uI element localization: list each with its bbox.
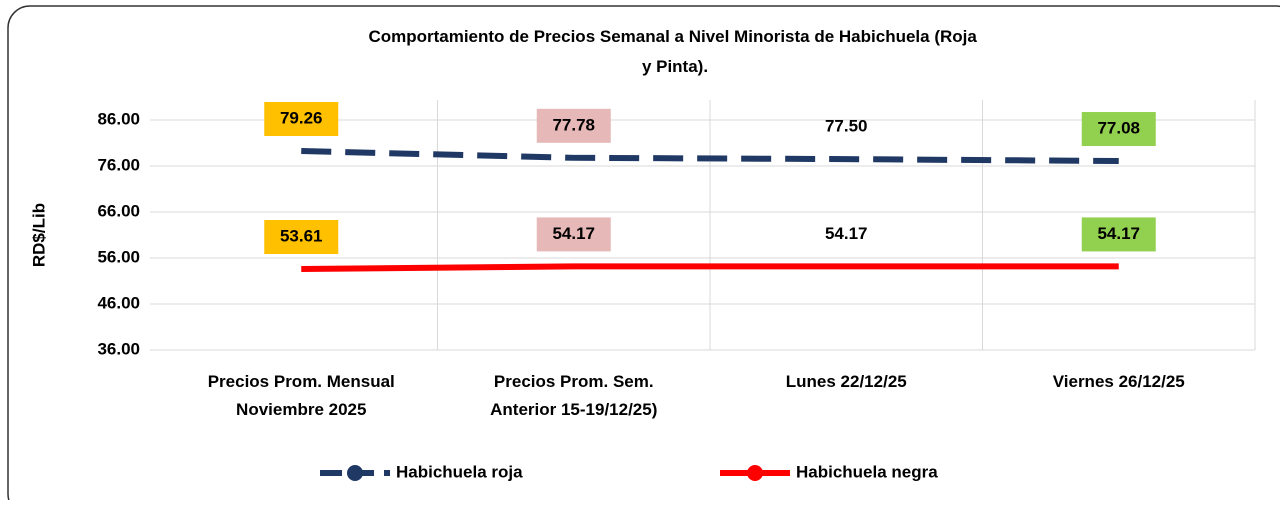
y-tick-label: 46.00	[97, 293, 140, 312]
series-line	[301, 263, 1119, 272]
x-tick-label: Precios Prom. Sem. Anterior 15-19/12/25)	[490, 372, 657, 419]
series-line	[301, 148, 1119, 165]
y-tick-label: 86.00	[97, 109, 140, 128]
data-label: 77.78	[552, 115, 595, 134]
legend-label: Habichuela negra	[796, 462, 938, 481]
data-label: 53.61	[280, 226, 323, 245]
data-label: 54.17	[1097, 224, 1140, 243]
data-label-box	[1081, 112, 1156, 147]
y-axis-label: RD$/Lib	[29, 203, 48, 267]
x-tick-label: Lunes 22/12/25	[786, 372, 907, 391]
legend-marker	[747, 465, 763, 481]
data-label: 54.17	[825, 224, 868, 243]
legend-marker	[347, 465, 363, 481]
legend-label: Habichuela roja	[396, 462, 523, 481]
y-tick-label: 36.00	[97, 339, 140, 358]
data-label-box	[1081, 217, 1156, 252]
data-label: 77.50	[825, 117, 868, 136]
data-label: 77.08	[1097, 119, 1140, 138]
data-label-box	[264, 102, 339, 137]
data-label-box	[536, 217, 611, 252]
x-tick-label: Precios Prom. Mensual Noviembre 2025	[208, 372, 395, 419]
data-label: 79.26	[280, 108, 323, 127]
data-label: 54.17	[552, 224, 595, 243]
chart-title: Comportamiento de Precios Semanal a Nive…	[368, 27, 981, 76]
x-tick-label: Viernes 26/12/25	[1053, 372, 1185, 391]
chart-border	[7, 5, 1280, 505]
data-label-box	[264, 219, 339, 254]
y-tick-label: 56.00	[97, 247, 140, 266]
y-tick-label: 66.00	[97, 201, 140, 220]
y-tick-label: 76.00	[97, 155, 140, 174]
data-label-box	[536, 108, 611, 143]
